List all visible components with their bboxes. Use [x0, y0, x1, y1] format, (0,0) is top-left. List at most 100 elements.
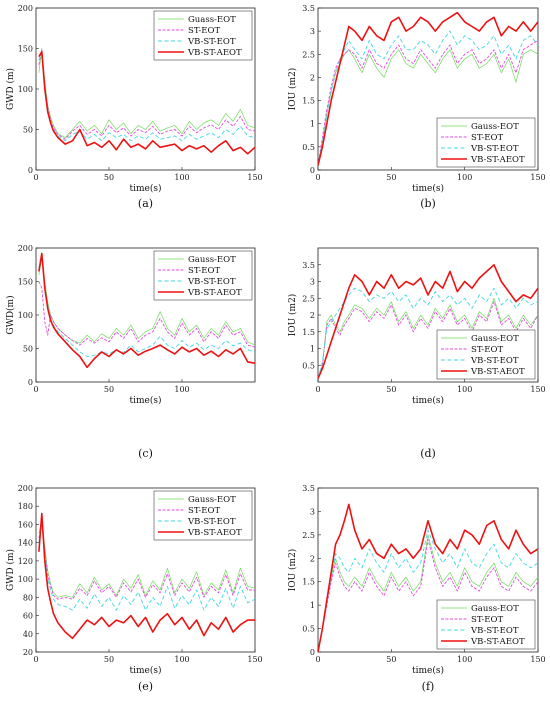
y-tick-label: 0 [28, 378, 33, 387]
y-axis-label: GWD (m) [5, 549, 16, 591]
chart-panel-b: 0 50 100 150 0 0.5 1 1.5 2 2.5 3 3.5 time(s) IOU (m2)… [287, 4, 546, 210]
x-tick-label: 150 [247, 655, 262, 664]
legend-label: Gauss-EOT [188, 255, 236, 265]
y-tick-label: 150 [18, 45, 33, 54]
plot-frame [35, 487, 256, 653]
y-tick-label: 3 [310, 278, 315, 287]
legend-label: VB-ST-AEOT [470, 155, 525, 165]
panel-caption: (a) [138, 197, 153, 210]
series-line-vb-st-eot [38, 50, 255, 142]
y-tick-label: 2.5 [302, 294, 315, 303]
legend-label: VB-ST-EOT [187, 277, 236, 287]
series-line-st-eot [38, 49, 255, 140]
x-axis-label: time(s) [130, 395, 162, 406]
legend-label: ST-EOT [471, 615, 503, 625]
chart-panel-e: 0 50 100 150 20 40 60 80 100 120 140 160 180 200 time(… [5, 484, 263, 693]
legend-label: Gauss-EOT [471, 604, 519, 614]
y-tick-label: 100 [18, 575, 33, 584]
legend-label: ST-EOT [188, 26, 220, 36]
y-tick-label: 1 [310, 345, 315, 354]
series-line-gauss-eot [38, 519, 255, 598]
x-tick-label: 150 [247, 173, 262, 182]
panel-caption: (b) [420, 197, 436, 210]
x-axis-label: time(s) [412, 395, 444, 406]
series-line-vb-st-aeot [318, 11, 538, 166]
y-tick-label: 200 [18, 4, 33, 13]
y-tick-label: 1 [310, 120, 315, 129]
y-tick-label: 200 [18, 484, 33, 493]
legend-label: Gauss-EOT [188, 495, 236, 505]
legend-label: ST-EOT [188, 506, 220, 516]
y-tick-label: 120 [18, 557, 33, 566]
y-tick-label: 60 [23, 612, 33, 621]
y-tick-label: 2 [310, 554, 315, 563]
x-tick-label: 50 [386, 655, 396, 664]
x-tick-label: 50 [104, 173, 114, 182]
y-tick-label: 150 [18, 278, 33, 287]
series-line-st-eot [38, 281, 255, 348]
legend-label: VB-ST-EOT [187, 517, 236, 527]
x-tick-label: 0 [33, 655, 38, 664]
series-line-gauss-eot [318, 49, 538, 166]
y-axis-label: IOU (m2) [287, 549, 298, 592]
y-tick-label: 50 [23, 345, 33, 354]
x-tick-label: 100 [174, 173, 189, 182]
x-tick-label: 100 [174, 385, 189, 394]
series-group [38, 48, 255, 155]
series-line-st-eot [318, 301, 538, 379]
y-tick-label: 0.5 [302, 625, 315, 634]
legend-label: VB-ST-EOT [470, 144, 519, 154]
y-tick-label: 180 [18, 502, 33, 511]
y-tick-label: 2.5 [302, 50, 315, 59]
legend-label: VB-ST-EOT [470, 626, 519, 636]
y-tick-label: 1.5 [302, 97, 315, 106]
y-tick-label: 3.5 [302, 4, 315, 13]
y-tick-label: 100 [18, 85, 33, 94]
panel-caption: (f) [422, 680, 435, 693]
x-tick-label: 0 [315, 173, 320, 182]
x-tick-label: 100 [457, 173, 472, 182]
x-tick-label: 150 [530, 173, 545, 182]
y-tick-label: 1.5 [302, 328, 315, 337]
plot-frame [317, 487, 539, 653]
legend-label: ST-EOT [471, 345, 503, 355]
y-tick-label: 0.5 [302, 361, 315, 370]
y-tick-label: 2.5 [302, 531, 315, 540]
y-tick-label: 50 [23, 126, 33, 135]
series-line-gauss-eot [318, 297, 538, 379]
y-axis-label: GWD (m) [5, 68, 16, 110]
chart-panel-f: 0 50 100 150 0 0.5 1 1.5 2 2.5 3 3.5 time(s) IOU (m2)… [287, 484, 546, 693]
x-tick-label: 100 [457, 655, 472, 664]
legend-label: Gauss-EOT [471, 122, 519, 132]
y-axis-label: GWD(m) [5, 295, 16, 334]
series-line-vb-st-eot [38, 254, 255, 357]
series-line-gauss-eot [318, 534, 538, 652]
x-tick-label: 0 [315, 385, 320, 394]
series-line-guass-eot [38, 48, 255, 138]
x-axis-label: time(s) [412, 665, 444, 676]
series-line-st-eot [318, 40, 538, 166]
panel-caption: (e) [138, 680, 153, 693]
x-axis-label: time(s) [412, 183, 444, 194]
x-tick-label: 100 [457, 385, 472, 394]
y-tick-label: 3.5 [302, 484, 315, 493]
series-line-st-eot [38, 523, 255, 600]
series-line-vb-st-eot [318, 529, 538, 652]
legend-label: VB-ST-EOT [187, 37, 236, 47]
y-tick-label: 0 [310, 648, 315, 657]
legend-label: VB-ST-AEOT [470, 367, 525, 377]
x-tick-label: 0 [33, 173, 38, 182]
x-tick-label: 150 [530, 655, 545, 664]
series-line-vb-st-eot [318, 287, 538, 379]
y-tick-label: 100 [18, 311, 33, 320]
x-tick-label: 0 [33, 385, 38, 394]
series-line-vb-st-aeot [38, 252, 255, 369]
legend-label: Guass-EOT [188, 15, 236, 25]
y-axis-label: IOU (m2) [287, 68, 298, 111]
y-tick-label: 0 [310, 166, 315, 175]
y-tick-label: 3 [310, 27, 315, 36]
